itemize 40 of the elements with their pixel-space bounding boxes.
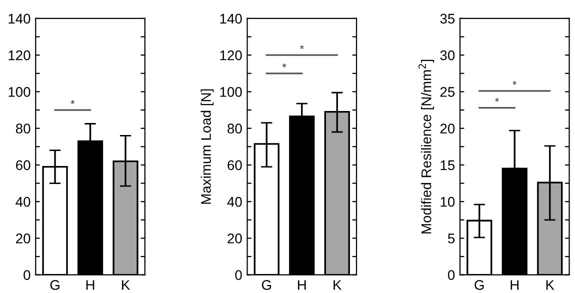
y-tick-label: 35: [440, 14, 455, 24]
annotation: *: [512, 81, 517, 85]
x-tick-label: H: [298, 280, 306, 290]
x-tick-label: G: [262, 280, 271, 290]
y-axis-title: Maximum Load [N]: [200, 89, 214, 204]
y-tick-label: 100: [8, 87, 30, 97]
y-tick-label: 100: [220, 87, 242, 97]
y-tick-label: 80: [16, 124, 30, 134]
annotation: *: [300, 45, 304, 50]
y-tick-label: 0: [24, 270, 30, 280]
y-tick-label: 0: [235, 270, 242, 280]
y-tick-label: 5: [448, 234, 455, 244]
y-tick-label: 15: [440, 160, 455, 170]
y-tick-label: 30: [440, 50, 455, 60]
y-tick-label: 25: [440, 87, 455, 97]
x-tick-label: H: [86, 280, 94, 290]
annotation: *: [282, 63, 286, 68]
y-tick-label: 80: [228, 124, 242, 134]
y-tick-label: 40: [227, 196, 242, 207]
x-tick-label: K: [334, 280, 342, 290]
x-tick-label: H: [510, 280, 519, 290]
y-tick-label: 20: [440, 124, 455, 134]
y-tick-label: 20: [228, 234, 242, 244]
y-tick-label: 40: [16, 196, 30, 207]
y-tick-label: 60: [16, 160, 30, 170]
y-tick-label: 20: [16, 234, 30, 244]
x-tick-label: K: [546, 280, 554, 290]
y-tick-label: 120: [8, 50, 30, 60]
y-axis-title: Modified Resilience [N/mm$^{2}$]: [418, 60, 434, 234]
y-tick-label: 140: [8, 14, 30, 24]
y-tick-label: 60: [228, 160, 242, 170]
x-tick-label: K: [122, 280, 130, 290]
y-tick-label: 10: [440, 196, 455, 207]
x-tick-label: G: [50, 280, 60, 290]
y-tick-label: 140: [220, 14, 242, 24]
annotation: *: [70, 100, 75, 104]
y-tick-label: 0: [448, 270, 455, 280]
y-tick-label: 120: [220, 50, 242, 60]
annotation: *: [495, 98, 499, 102]
x-tick-label: G: [474, 280, 484, 290]
